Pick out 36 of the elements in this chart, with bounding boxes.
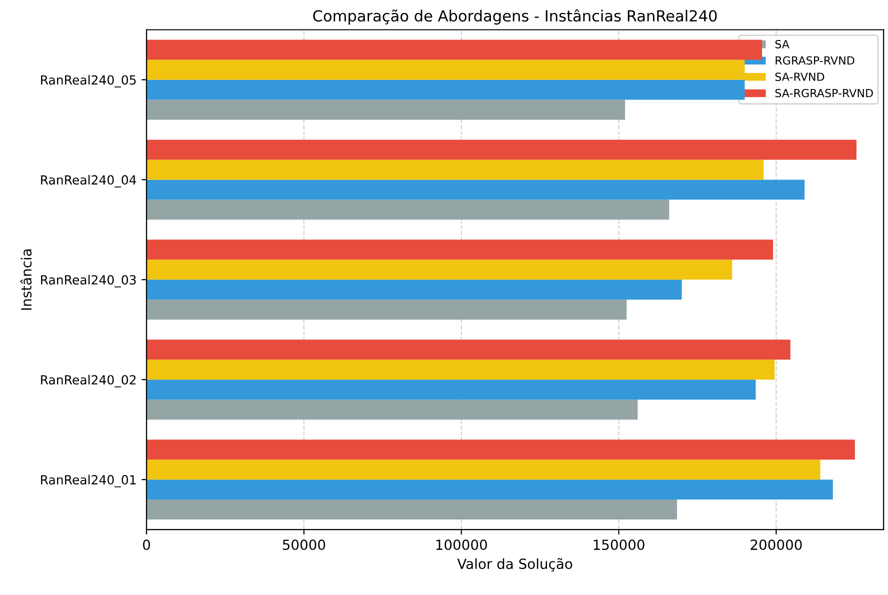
bar	[146, 340, 790, 360]
y-tick-label: RanReal240_01	[41, 474, 136, 488]
y-axis-title: Instância	[20, 249, 32, 310]
x-tick-label: 200000	[750, 540, 802, 550]
bar	[146, 360, 775, 380]
y-tick-label: RanReal240_04	[41, 174, 136, 188]
y-tick-label: RanReal240_02	[41, 374, 136, 388]
legend-label: SA	[775, 40, 790, 48]
bar	[146, 40, 762, 60]
bar	[146, 240, 774, 260]
bar	[146, 500, 678, 520]
bar	[146, 280, 682, 300]
y-tick-label: RanReal240_03	[41, 274, 136, 288]
legend-label: SA-RVND	[775, 72, 824, 81]
x-axis-title: Valor da Solução	[457, 558, 572, 572]
bar	[146, 440, 855, 460]
bar	[146, 200, 670, 220]
bar	[146, 140, 856, 160]
y-tick-label: RanReal240_05	[41, 74, 136, 88]
x-tick-label: 100000	[436, 540, 487, 550]
bar	[146, 160, 764, 180]
bar	[146, 180, 805, 200]
bar	[146, 480, 833, 500]
chart-title: Comparação de Abordagens - Instâncias RanReal240	[313, 9, 717, 25]
bar	[146, 400, 638, 420]
bar	[146, 300, 627, 320]
bar	[146, 80, 745, 100]
x-tick-label: 0	[143, 540, 150, 550]
bar	[146, 380, 756, 400]
bar	[146, 260, 732, 280]
legend-label: RGRASP-RVND	[776, 56, 854, 65]
bar	[146, 100, 626, 120]
x-tick-label: 50000	[282, 540, 326, 550]
bar	[146, 460, 820, 480]
legend-label: SA-RGRASP-RVND	[775, 88, 873, 98]
x-tick-label: 150000	[594, 540, 644, 550]
